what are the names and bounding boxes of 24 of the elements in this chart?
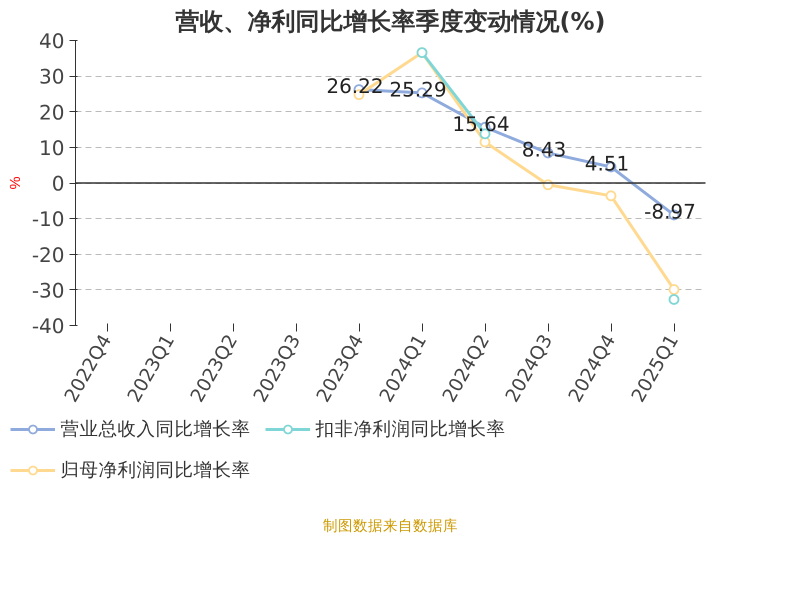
legend-label: 归母净利润同比增长率 (60, 459, 250, 483)
data-label: 4.51 (584, 151, 630, 176)
point (668, 284, 680, 295)
chart-title: 营收、净利同比增长率季度变动情况(%) (174, 8, 606, 36)
legend-label: 营业总收入同比增长率 (60, 418, 250, 442)
data-label: 25.29 (389, 77, 447, 102)
y-tick-label: -30 (32, 278, 65, 302)
y-tick-label: -10 (32, 207, 65, 232)
data-label: 8.43 (522, 137, 566, 162)
point (480, 136, 490, 148)
point (606, 190, 616, 202)
y-tick-label: -20 (32, 242, 65, 267)
y-tick-label: 10 (39, 136, 65, 160)
y-tick-label: -40 (32, 314, 65, 338)
legend-label: 扣非净利润同比增长率 (315, 418, 506, 442)
y-tick-label: 0 (52, 172, 65, 196)
y-tick-label: 30 (39, 64, 65, 89)
y-tick-label: 40 (39, 29, 65, 53)
point (668, 294, 680, 305)
data-label: 26.22 (326, 74, 384, 98)
data-label: -8.97 (644, 199, 696, 224)
y-axis-title: % (8, 176, 24, 190)
y-tick-label: 20 (39, 100, 65, 124)
text: 制图数据来自数据库 (323, 518, 458, 534)
